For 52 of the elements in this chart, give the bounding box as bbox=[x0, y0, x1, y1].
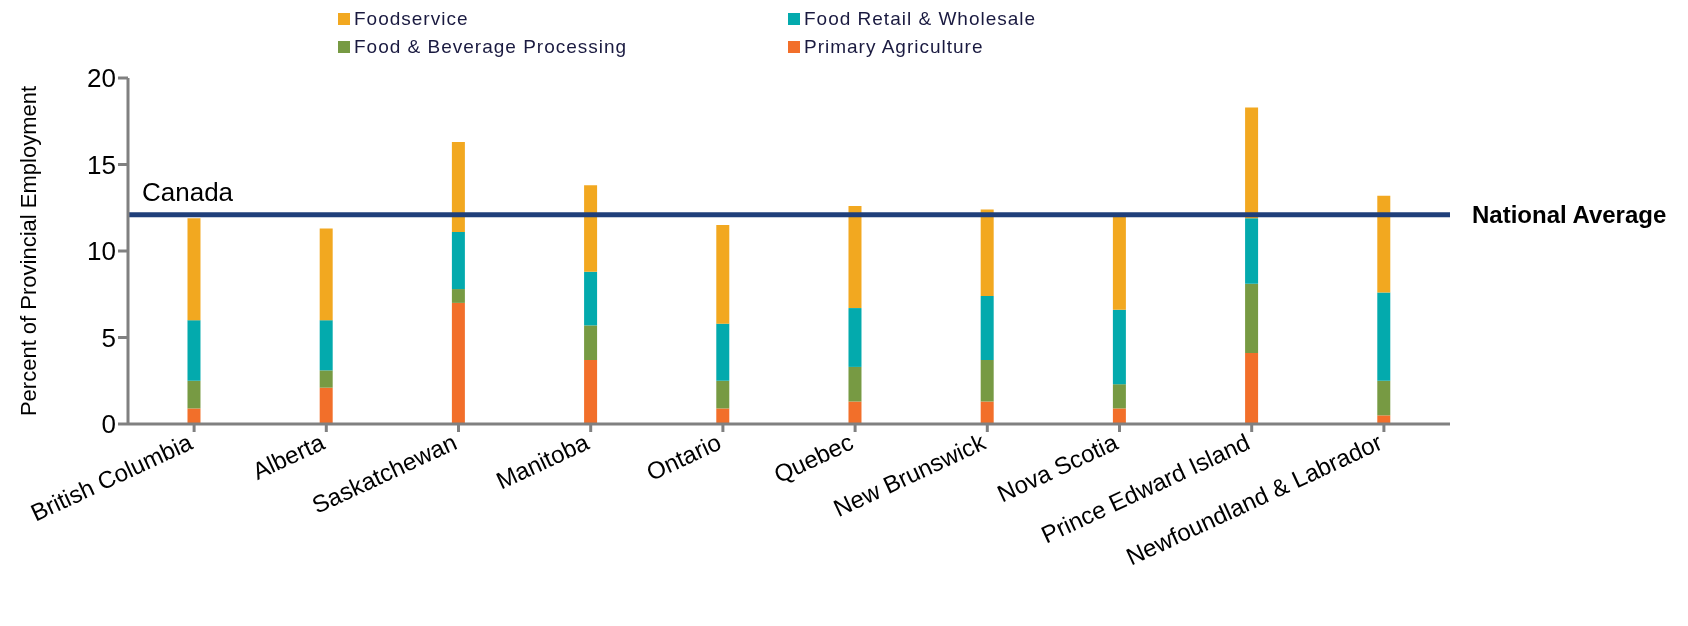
bar bbox=[980, 209, 994, 296]
bar bbox=[584, 359, 598, 424]
bar bbox=[848, 206, 862, 309]
bar bbox=[584, 185, 598, 272]
bar bbox=[848, 401, 862, 424]
bar bbox=[980, 401, 994, 424]
bar bbox=[584, 325, 598, 360]
y-tick-label: 5 bbox=[101, 322, 116, 353]
bar bbox=[584, 271, 598, 326]
bar bbox=[1112, 384, 1126, 409]
y-tick-label: 15 bbox=[87, 149, 116, 180]
ref-line-label: Canada bbox=[142, 176, 234, 207]
bar bbox=[716, 323, 730, 381]
bar bbox=[319, 387, 333, 424]
bar bbox=[1377, 292, 1391, 381]
bar bbox=[451, 289, 465, 303]
bar bbox=[716, 380, 730, 409]
legend-label: Food & Beverage Processing bbox=[354, 36, 628, 58]
y-axis-title: Percent of Provincial Employment bbox=[15, 85, 41, 417]
bar bbox=[451, 302, 465, 424]
bar bbox=[187, 380, 201, 409]
bar bbox=[319, 320, 333, 371]
bar bbox=[1112, 309, 1126, 385]
legend-label: Food Retail & Wholesale bbox=[804, 8, 1037, 30]
y-tick-label: 20 bbox=[87, 63, 116, 94]
bar bbox=[1245, 107, 1259, 219]
bar bbox=[1245, 218, 1259, 284]
bar bbox=[187, 320, 201, 381]
bar bbox=[1377, 195, 1391, 293]
bar bbox=[848, 366, 862, 402]
bar bbox=[451, 142, 465, 232]
bar bbox=[848, 308, 862, 367]
bar bbox=[187, 408, 201, 424]
text: National Average bbox=[1472, 201, 1667, 229]
bar bbox=[1245, 353, 1259, 424]
bar bbox=[980, 359, 994, 402]
bar bbox=[716, 225, 730, 324]
legend-label: Primary Agriculture bbox=[804, 36, 984, 58]
bar bbox=[1245, 283, 1259, 354]
legend-label: Foodservice bbox=[354, 8, 469, 30]
bar bbox=[716, 408, 730, 424]
bar bbox=[451, 231, 465, 290]
y-tick-label: 10 bbox=[87, 236, 116, 267]
bar bbox=[1377, 415, 1391, 424]
y-tick-label: 0 bbox=[101, 409, 116, 440]
bar bbox=[980, 295, 994, 360]
bar bbox=[1377, 380, 1391, 416]
bar bbox=[1112, 408, 1126, 424]
bar bbox=[319, 370, 333, 388]
bar bbox=[1112, 214, 1126, 310]
bar bbox=[319, 228, 333, 321]
bar bbox=[187, 218, 201, 321]
